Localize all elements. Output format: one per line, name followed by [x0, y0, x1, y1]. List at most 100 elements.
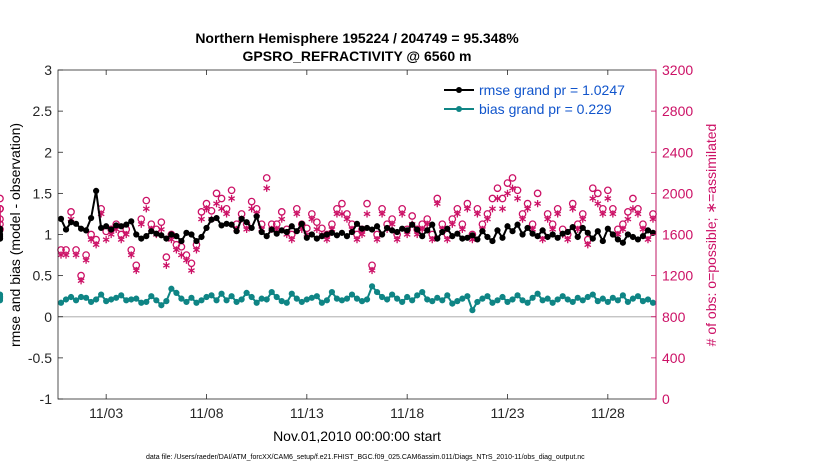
rmse-point	[363, 224, 371, 232]
bias-point	[168, 285, 175, 292]
asterisk-stroke	[549, 226, 557, 232]
obs-possible-point	[624, 208, 632, 216]
rmse-point	[624, 231, 632, 238]
rmse-point	[98, 224, 105, 232]
asterisk-stroke	[102, 237, 110, 243]
bias-point	[409, 297, 416, 304]
obs-assimilated-point	[102, 236, 110, 244]
obs-assimilated-point	[599, 210, 607, 218]
bias-point	[474, 298, 481, 306]
asterisk-stroke	[278, 216, 286, 222]
bias-point	[323, 297, 330, 304]
bias-point	[384, 296, 391, 303]
rmse-point	[238, 215, 245, 222]
obs-assimilated-point	[358, 230, 366, 239]
bias-point	[163, 298, 170, 305]
bias-point	[519, 297, 526, 304]
bias-point	[313, 293, 320, 300]
rmse-point	[253, 213, 260, 220]
rmse-point	[569, 223, 576, 231]
bias-point	[524, 299, 531, 306]
obs-assimilated-point	[313, 225, 321, 233]
obs-possible-point	[363, 199, 371, 208]
obs-assimilated-point	[629, 205, 637, 213]
asterisk-stroke	[599, 211, 607, 217]
bias-point	[148, 293, 155, 300]
bias-point	[429, 298, 436, 305]
bias-point	[454, 298, 461, 305]
obs-assimilated-point	[488, 205, 496, 213]
bias-point	[188, 294, 195, 301]
bias-point	[644, 296, 652, 303]
bias-point	[128, 296, 135, 303]
rmse-point	[223, 220, 230, 227]
rmse-point	[549, 231, 556, 238]
asterisk-stroke	[403, 232, 411, 237]
obs-possible-point	[0, 204, 4, 213]
rmse-point	[268, 226, 275, 233]
bias-point	[469, 307, 476, 314]
y2-tick-label: 0	[662, 391, 670, 407]
bias-point	[293, 295, 300, 302]
rmse-point	[203, 224, 210, 232]
obs-assimilated-point	[589, 194, 597, 203]
obs-assimilated-point	[117, 236, 125, 244]
bias-point	[599, 295, 606, 302]
bias-point	[298, 298, 305, 306]
rmse-point	[514, 221, 521, 228]
obs-assimilated-point	[453, 210, 461, 218]
legend: rmse grand pr = 1.0247 bias grand pr = 0.…	[444, 82, 625, 117]
rmse-point	[414, 226, 421, 233]
obs-assimilated-point	[193, 246, 200, 254]
obs-assimilated-point	[293, 210, 301, 218]
y2-tick-label: 2400	[662, 144, 693, 160]
asterisk-stroke	[288, 237, 296, 243]
rmse-point	[128, 218, 135, 225]
bias-point	[589, 291, 596, 298]
bias-point	[579, 297, 586, 304]
bias-point	[424, 296, 431, 303]
obs-assimilated-point	[182, 256, 190, 264]
bias-point	[228, 293, 235, 300]
obs-assimilated-point	[213, 200, 220, 208]
bias-point	[0, 293, 4, 300]
obs-assimilated-point	[278, 215, 286, 223]
asterisk-stroke	[524, 206, 532, 212]
asterisk-stroke	[343, 216, 351, 222]
rmse-point	[534, 233, 541, 240]
y-tick-label: -1	[40, 391, 53, 407]
rmse-point	[424, 227, 431, 234]
rmse-point	[168, 231, 175, 238]
obs-assimilated-point	[363, 210, 371, 218]
y-tick-label: 0.5	[33, 268, 53, 284]
obs-possible-point	[0, 225, 4, 234]
x-tick-label: 11/18	[390, 405, 424, 421]
rmse-point	[419, 233, 426, 240]
legend-swatch-marker	[456, 87, 462, 93]
asterisk-stroke	[137, 221, 145, 227]
bias-point	[118, 292, 125, 299]
asterisk-stroke	[193, 247, 200, 253]
bias-point	[574, 294, 581, 301]
legend-label: rmse grand pr = 1.0247	[479, 82, 625, 98]
asterisk-stroke	[504, 191, 511, 196]
obs-assimilated-point	[157, 225, 165, 233]
rmse-point	[343, 233, 351, 240]
bias-point	[634, 293, 642, 300]
rmse-point	[504, 223, 511, 230]
bias-point	[183, 298, 190, 306]
rmse-point	[434, 235, 441, 242]
rmse-point	[243, 219, 250, 226]
obs-assimilated-point	[619, 225, 627, 233]
asterisk-stroke	[198, 216, 205, 222]
bias-point	[604, 298, 611, 306]
asterisk-stroke	[458, 226, 466, 232]
asterisk-stroke	[203, 206, 210, 212]
bias-point	[489, 299, 496, 306]
obs-assimilated-point	[624, 215, 632, 223]
bias-point	[103, 298, 110, 305]
obs-assimilated-point	[388, 220, 396, 228]
rmse-point	[368, 226, 376, 233]
asterisk-stroke	[453, 211, 461, 217]
